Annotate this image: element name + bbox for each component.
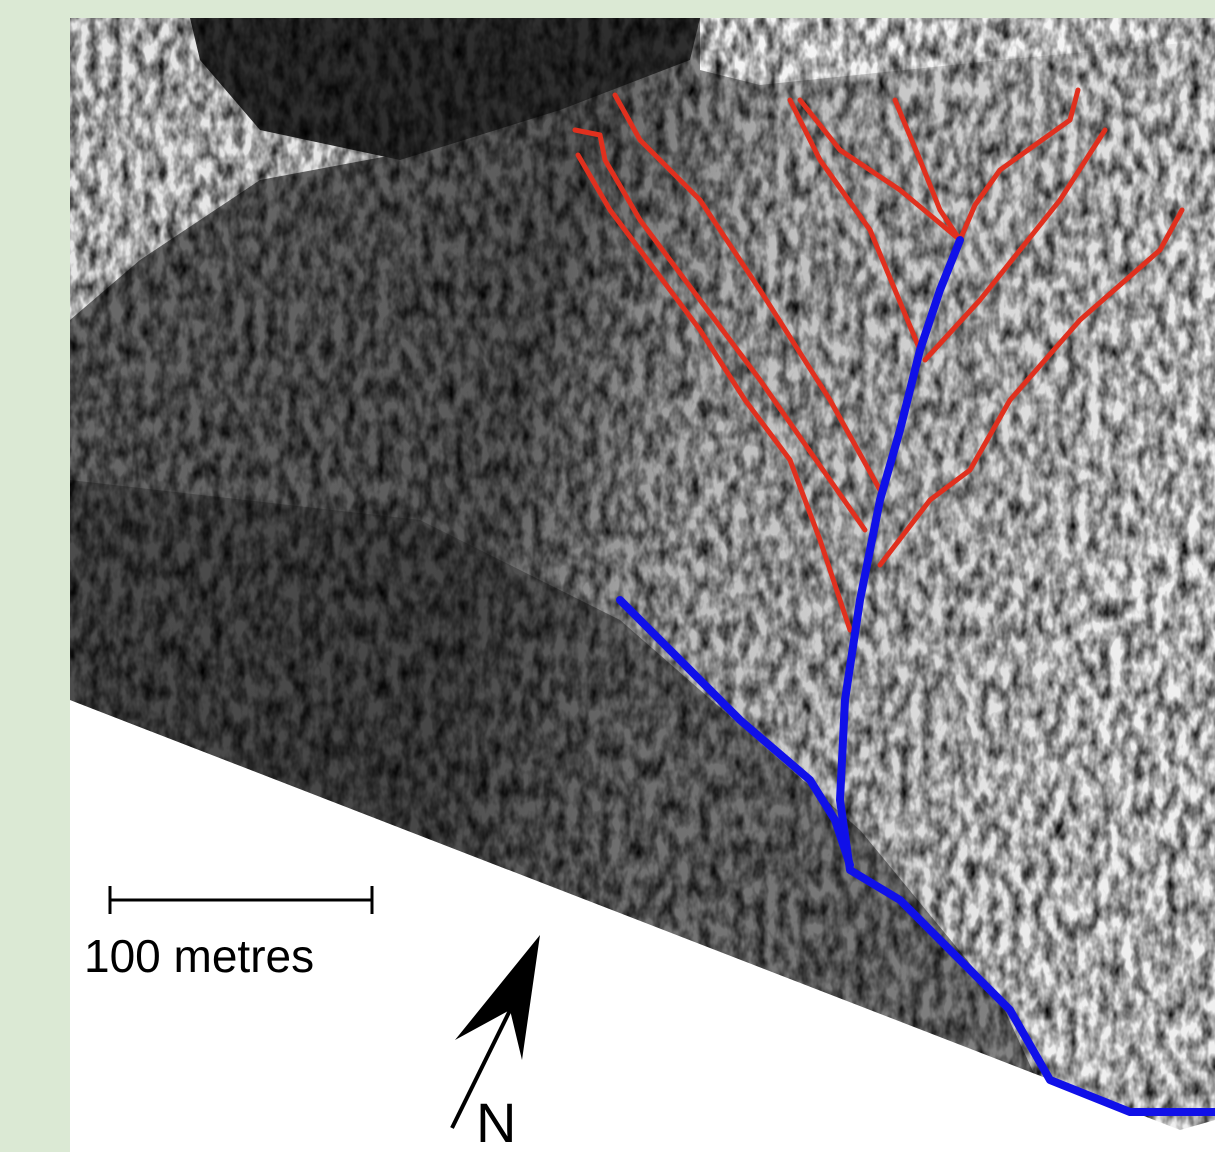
tributary xyxy=(612,92,883,493)
tributary xyxy=(922,127,1108,363)
tributaries xyxy=(572,87,1185,633)
main-stream xyxy=(836,236,1215,1116)
tributary xyxy=(572,127,868,533)
tributary xyxy=(892,97,963,243)
tributary xyxy=(957,87,1081,243)
side-stream xyxy=(616,596,854,869)
arrow-head xyxy=(455,935,540,1060)
arrow-shaft xyxy=(450,989,522,1129)
tributary xyxy=(797,97,963,243)
tributary xyxy=(787,97,923,353)
north-label: N xyxy=(476,1091,516,1152)
north-arrow: N xyxy=(450,935,540,1152)
tributary xyxy=(877,207,1185,568)
main-channel xyxy=(616,236,1215,1116)
scale-bar xyxy=(108,886,374,914)
terrain xyxy=(70,18,1215,1130)
tributary xyxy=(575,152,853,633)
scale-label: 100 metres xyxy=(84,930,314,982)
